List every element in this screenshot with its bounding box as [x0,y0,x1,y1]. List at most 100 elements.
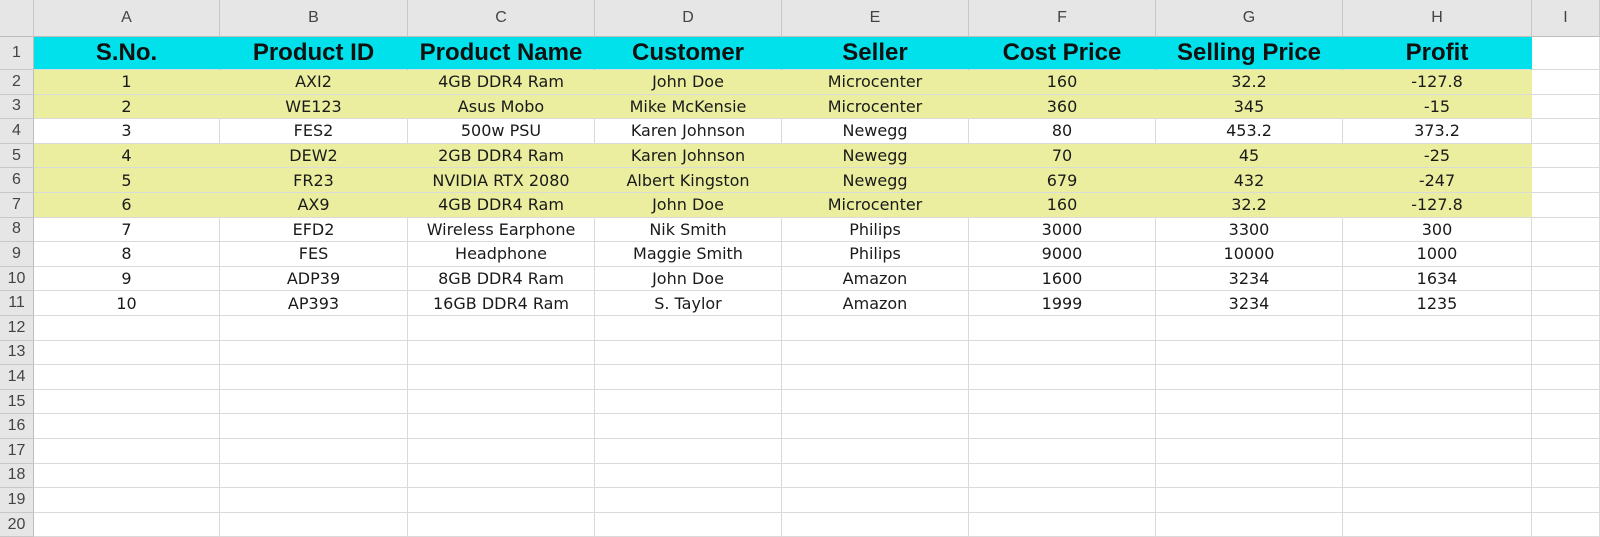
cell-b5[interactable]: DEW2 [220,143,408,169]
row-header-10[interactable]: 10 [0,266,34,292]
cell-g17[interactable] [1156,439,1343,464]
cell-c2[interactable]: 4GB DDR4 Ram [408,70,595,95]
cell-f17[interactable] [969,439,1156,464]
cell-b14[interactable] [220,365,408,390]
cell-c1[interactable]: Product Name [408,37,595,70]
cell-i10[interactable] [1532,266,1600,292]
cell-h8[interactable]: 300 [1343,217,1532,243]
cell-d5[interactable]: Karen Johnson [595,143,782,169]
cell-i12[interactable] [1532,316,1600,341]
cell-d2[interactable]: John Doe [595,70,782,95]
cell-i1[interactable] [1532,37,1600,70]
cell-f14[interactable] [969,365,1156,390]
cell-c13[interactable] [408,340,595,366]
cell-g11[interactable]: 3234 [1156,291,1343,316]
cell-i19[interactable] [1532,488,1600,513]
row-header-2[interactable]: 2 [0,70,34,95]
cell-h4[interactable]: 373.2 [1343,119,1532,144]
row-header-13[interactable]: 13 [0,340,34,366]
cell-f19[interactable] [969,488,1156,513]
row-header-18[interactable]: 18 [0,463,34,489]
cell-d16[interactable] [595,414,782,439]
cell-d17[interactable] [595,439,782,464]
cell-a10[interactable]: 9 [34,266,220,292]
cell-d3[interactable]: Mike McKensie [595,94,782,120]
cell-d9[interactable]: Maggie Smith [595,242,782,267]
cell-i16[interactable] [1532,414,1600,439]
cell-c11[interactable]: 16GB DDR4 Ram [408,291,595,316]
cell-e4[interactable]: Newegg [782,119,969,144]
cell-g1[interactable]: Selling Price [1156,37,1343,70]
cell-b1[interactable]: Product ID [220,37,408,70]
cell-i2[interactable] [1532,70,1600,95]
cell-b12[interactable] [220,316,408,341]
cell-f3[interactable]: 360 [969,94,1156,120]
cell-i15[interactable] [1532,389,1600,415]
cell-e10[interactable]: Amazon [782,266,969,292]
column-header-f[interactable]: F [969,0,1156,37]
cell-g9[interactable]: 10000 [1156,242,1343,267]
cell-h7[interactable]: -127.8 [1343,193,1532,218]
cell-a7[interactable]: 6 [34,193,220,218]
cell-a19[interactable] [34,488,220,513]
column-header-c[interactable]: C [408,0,595,37]
cell-d1[interactable]: Customer [595,37,782,70]
row-header-17[interactable]: 17 [0,439,34,464]
cell-e9[interactable]: Philips [782,242,969,267]
cell-c20[interactable] [408,512,595,537]
cell-b3[interactable]: WE123 [220,94,408,120]
cell-e11[interactable]: Amazon [782,291,969,316]
row-header-4[interactable]: 4 [0,119,34,144]
cell-e14[interactable] [782,365,969,390]
cell-h20[interactable] [1343,512,1532,537]
column-header-h[interactable]: H [1343,0,1532,37]
cell-b8[interactable]: EFD2 [220,217,408,243]
cell-f7[interactable]: 160 [969,193,1156,218]
cell-c12[interactable] [408,316,595,341]
cell-e17[interactable] [782,439,969,464]
cell-a11[interactable]: 10 [34,291,220,316]
cell-f13[interactable] [969,340,1156,366]
column-header-i[interactable]: I [1532,0,1600,37]
cell-c19[interactable] [408,488,595,513]
cell-i14[interactable] [1532,365,1600,390]
column-header-d[interactable]: D [595,0,782,37]
cell-h11[interactable]: 1235 [1343,291,1532,316]
cell-b10[interactable]: ADP39 [220,266,408,292]
row-header-16[interactable]: 16 [0,414,34,439]
cell-e5[interactable]: Newegg [782,143,969,169]
cell-i5[interactable] [1532,143,1600,169]
cell-i9[interactable] [1532,242,1600,267]
cell-g18[interactable] [1156,463,1343,489]
row-header-14[interactable]: 14 [0,365,34,390]
cell-g14[interactable] [1156,365,1343,390]
cell-g20[interactable] [1156,512,1343,537]
cell-i3[interactable] [1532,94,1600,120]
select-all-corner[interactable] [0,0,34,37]
cell-b17[interactable] [220,439,408,464]
cell-h19[interactable] [1343,488,1532,513]
cell-b19[interactable] [220,488,408,513]
cell-e7[interactable]: Microcenter [782,193,969,218]
cell-c18[interactable] [408,463,595,489]
cell-i18[interactable] [1532,463,1600,489]
cell-e3[interactable]: Microcenter [782,94,969,120]
cell-c17[interactable] [408,439,595,464]
cell-h17[interactable] [1343,439,1532,464]
cell-e19[interactable] [782,488,969,513]
cell-g4[interactable]: 453.2 [1156,119,1343,144]
cell-h9[interactable]: 1000 [1343,242,1532,267]
cell-d19[interactable] [595,488,782,513]
column-header-e[interactable]: E [782,0,969,37]
cell-b11[interactable]: AP393 [220,291,408,316]
cell-g2[interactable]: 32.2 [1156,70,1343,95]
row-header-11[interactable]: 11 [0,291,34,316]
cell-h10[interactable]: 1634 [1343,266,1532,292]
cell-b2[interactable]: AXI2 [220,70,408,95]
row-header-19[interactable]: 19 [0,488,34,513]
cell-b4[interactable]: FES2 [220,119,408,144]
row-header-20[interactable]: 20 [0,512,34,537]
cell-b20[interactable] [220,512,408,537]
cell-a18[interactable] [34,463,220,489]
cell-h6[interactable]: -247 [1343,168,1532,193]
